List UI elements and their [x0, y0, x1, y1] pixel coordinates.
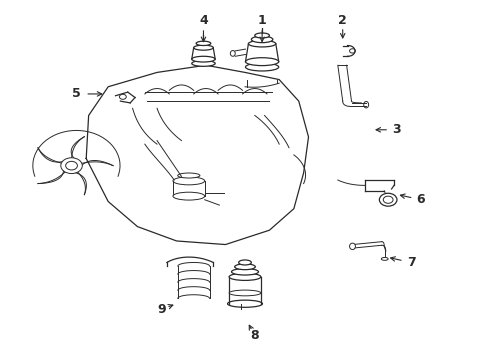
Circle shape [379, 193, 397, 206]
Ellipse shape [194, 45, 213, 50]
Text: 3: 3 [392, 123, 401, 136]
Ellipse shape [178, 173, 200, 178]
Text: 6: 6 [416, 193, 425, 206]
Text: 1: 1 [258, 14, 267, 27]
Text: 7: 7 [407, 256, 416, 269]
Ellipse shape [231, 269, 259, 275]
Circle shape [120, 94, 126, 99]
Ellipse shape [235, 264, 255, 270]
Ellipse shape [192, 56, 215, 62]
Ellipse shape [229, 273, 261, 280]
Ellipse shape [248, 41, 276, 47]
Text: 2: 2 [339, 14, 347, 27]
Text: 4: 4 [199, 14, 208, 27]
Ellipse shape [227, 300, 263, 307]
Text: 9: 9 [158, 303, 166, 316]
Ellipse shape [239, 260, 251, 265]
Ellipse shape [245, 63, 279, 71]
Ellipse shape [349, 243, 355, 249]
Ellipse shape [196, 41, 211, 45]
Ellipse shape [251, 36, 273, 42]
Text: 8: 8 [250, 329, 259, 342]
Ellipse shape [255, 33, 270, 38]
Ellipse shape [173, 177, 205, 185]
Ellipse shape [192, 60, 215, 66]
Circle shape [61, 158, 82, 174]
Text: 5: 5 [72, 87, 81, 100]
Ellipse shape [173, 192, 205, 200]
Ellipse shape [381, 257, 388, 260]
Ellipse shape [229, 290, 261, 296]
Ellipse shape [245, 58, 279, 66]
